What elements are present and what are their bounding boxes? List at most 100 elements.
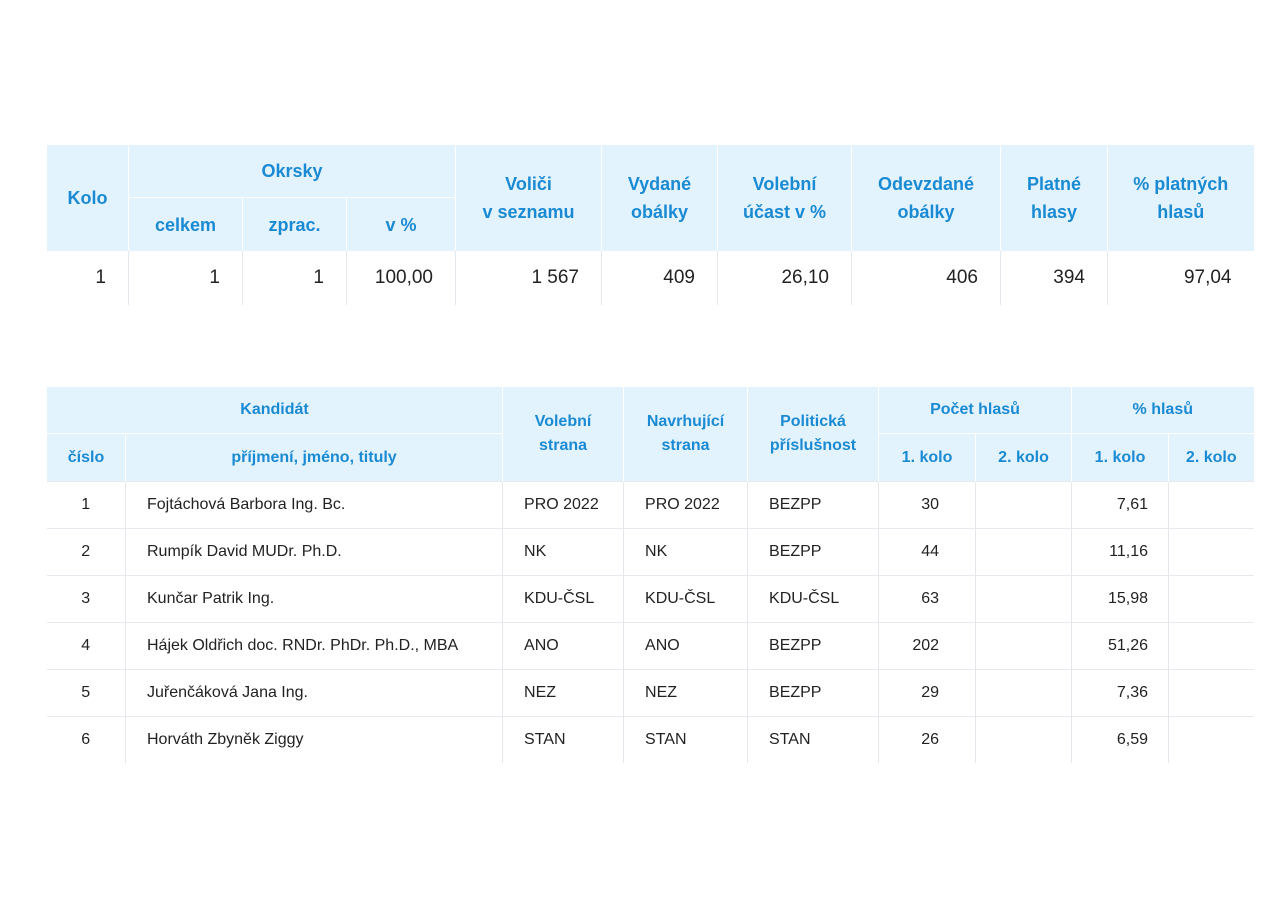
cell-hlasy-kolo1: 63 <box>878 575 976 623</box>
header-odevzdane-line2: obálky <box>897 202 955 222</box>
summary-row: 1 1 1 100,00 1 567 409 26,10 406 394 97,… <box>47 251 1254 305</box>
cell-hlasy-kolo1: 26 <box>878 716 976 763</box>
cell-cislo: 6 <box>46 716 126 763</box>
cell-hlasy-kolo2 <box>975 575 1072 623</box>
header-politicka-line2: příslušnost <box>769 437 857 454</box>
cell-hlasy-kolo1: 29 <box>878 669 976 717</box>
candidate-row: 4 Hájek Oldřich doc. RNDr. PhDr. Ph.D., M… <box>46 622 1254 670</box>
cell-hlasy-kolo2 <box>975 669 1072 717</box>
cell-navrhujici-strana: KDU-ČSL <box>623 575 748 623</box>
cell-navrhujici-strana: ANO <box>623 622 748 670</box>
cell-hlasy-kolo2 <box>975 481 1072 529</box>
cell-politicka-prislusnost: KDU-ČSL <box>747 575 879 623</box>
turnout-summary-table: Kolo Okrsky Voliči v seznamu Vydané obálky… <box>46 145 1254 305</box>
cell-politicka-prislusnost: BEZPP <box>747 481 879 529</box>
cell-zprac: 1 <box>242 251 347 305</box>
cell-politicka-prislusnost: STAN <box>747 716 879 763</box>
cell-jmeno: Kunčar Patrik Ing. <box>124 575 503 623</box>
header-navrhujici-line1: Navrhující <box>646 413 725 430</box>
cell-vydane: 409 <box>601 251 718 305</box>
cell-pct-kolo2 <box>1168 481 1254 529</box>
header-odevzdane-line1: Odevzdané <box>877 174 975 194</box>
candidate-row: 2 Rumpík David MUDr. Ph.D. NK NK BEZPP 44 11,1… <box>46 528 1254 576</box>
candidate-row: 3 Kunčar Patrik Ing. KDU-ČSL KDU-ČSL KDU-ČSL… <box>46 575 1254 623</box>
cell-pct-kolo1: 6,59 <box>1071 716 1169 763</box>
cell-navrhujici-strana: NK <box>623 528 748 576</box>
header-ucast-line1: Volební <box>752 174 817 194</box>
cell-ucast: 26,10 <box>717 251 852 305</box>
cell-volebni-strana: NK <box>502 528 624 576</box>
cell-politicka-prislusnost: BEZPP <box>747 669 879 717</box>
cell-jmeno: Hájek Oldřich doc. RNDr. PhDr. Ph.D., MB… <box>124 622 503 670</box>
header-kolo: Kolo <box>46 145 129 251</box>
cell-cislo: 4 <box>46 622 126 670</box>
cell-cislo: 3 <box>46 575 126 623</box>
cell-kolo: 1 <box>95 267 106 288</box>
cell-pct-kolo1: 7,36 <box>1071 669 1169 717</box>
header-pct-platnych-line1: % platných <box>1133 174 1229 194</box>
cell-politicka-prislusnost: BEZPP <box>747 622 879 670</box>
candidate-row: 1 Fojtáchová Barbora Ing. Bc. PRO 2022 PRO … <box>46 481 1254 529</box>
cell-jmeno: Horváth Zbyněk Ziggy <box>124 716 503 763</box>
cell-hlasy-kolo2 <box>975 716 1072 763</box>
cell-hlasy-kolo1: 30 <box>878 481 976 529</box>
header-ucast-line2: účast v % <box>742 202 827 222</box>
header-celkem: celkem <box>128 197 243 251</box>
candidate-row: 6 Horváth Zbyněk Ziggy STAN STAN STAN 26 6,59 <box>46 716 1254 763</box>
header-hlasy-kolo1: 1. kolo <box>878 433 976 482</box>
header-v-pct: v % <box>346 197 456 251</box>
cell-pct-kolo1: 7,61 <box>1071 481 1169 529</box>
header-vydane-line1: Vydané <box>627 174 692 194</box>
cell-politicka-prislusnost: BEZPP <box>747 528 879 576</box>
cell-pct-kolo2 <box>1168 622 1254 670</box>
header-ucast: Volební účast v % <box>717 145 852 251</box>
cell-v-pct: 100,00 <box>346 251 456 305</box>
cell-jmeno: Rumpík David MUDr. Ph.D. <box>124 528 503 576</box>
header-pocet-hlasu: Počet hlasů <box>878 387 1072 434</box>
header-pct-platnych-line2: hlasů <box>1157 202 1205 222</box>
candidate-row: 5 Juřenčáková Jana Ing. NEZ NEZ BEZPP 29 7,36 <box>46 669 1254 717</box>
cell-volebni-strana: NEZ <box>502 669 624 717</box>
header-kandidat: Kandidát <box>45 387 503 434</box>
candidates-table: Kandidát Volební strana Navrhující strana … <box>45 387 1254 763</box>
cell-odevzdane: 406 <box>851 251 1001 305</box>
header-volebni-strana: Volební strana <box>502 387 624 482</box>
cell-pct-kolo2 <box>1168 716 1254 763</box>
cell-volici: 1 567 <box>455 251 602 305</box>
header-hlasy-kolo2: 2. kolo <box>975 433 1072 482</box>
cell-volebni-strana: PRO 2022 <box>502 481 624 529</box>
header-pct-platnych: % platných hlasů <box>1107 145 1254 251</box>
header-volici-line2: v seznamu <box>482 202 575 222</box>
header-volici: Voliči v seznamu <box>455 145 602 251</box>
cell-volebni-strana: KDU-ČSL <box>502 575 624 623</box>
header-jmeno: příjmení, jméno, tituly <box>124 433 503 482</box>
header-volebni-line1: Volební <box>534 413 592 430</box>
header-politicka-prislusnost: Politická příslušnost <box>747 387 879 482</box>
cell-hlasy-kolo2 <box>975 528 1072 576</box>
cell-pct-platnych: 97,04 <box>1107 251 1254 305</box>
header-pct-hlasu: % hlasů <box>1071 387 1254 434</box>
header-politicka-line1: Politická <box>780 413 846 430</box>
header-navrhujici-line2: strana <box>661 437 710 454</box>
header-vydane: Vydané obálky <box>601 145 718 251</box>
cell-navrhujici-strana: PRO 2022 <box>623 481 748 529</box>
cell-pct-kolo1: 15,98 <box>1071 575 1169 623</box>
cell-cislo: 5 <box>46 669 126 717</box>
cell-pct-kolo2 <box>1168 575 1254 623</box>
header-platne-line1: Platné <box>1026 174 1082 194</box>
cell-hlasy-kolo1: 44 <box>878 528 976 576</box>
header-pct-kolo1: 1. kolo <box>1071 433 1169 482</box>
cell-pct-kolo1: 11,16 <box>1071 528 1169 576</box>
header-platne-line2: hlasy <box>1030 202 1078 222</box>
cell-platne: 394 <box>1000 251 1108 305</box>
cell-navrhujici-strana: NEZ <box>623 669 748 717</box>
cell-jmeno: Fojtáchová Barbora Ing. Bc. <box>124 481 503 529</box>
header-pct-kolo2: 2. kolo <box>1168 433 1254 482</box>
cell-hlasy-kolo2 <box>975 622 1072 670</box>
header-platne: Platné hlasy <box>1000 145 1108 251</box>
header-odevzdane: Odevzdané obálky <box>851 145 1001 251</box>
header-navrhujici-strana: Navrhující strana <box>623 387 748 482</box>
cell-celkem: 1 <box>128 251 243 305</box>
header-volici-line1: Voliči <box>505 174 552 194</box>
cell-navrhujici-strana: STAN <box>623 716 748 763</box>
